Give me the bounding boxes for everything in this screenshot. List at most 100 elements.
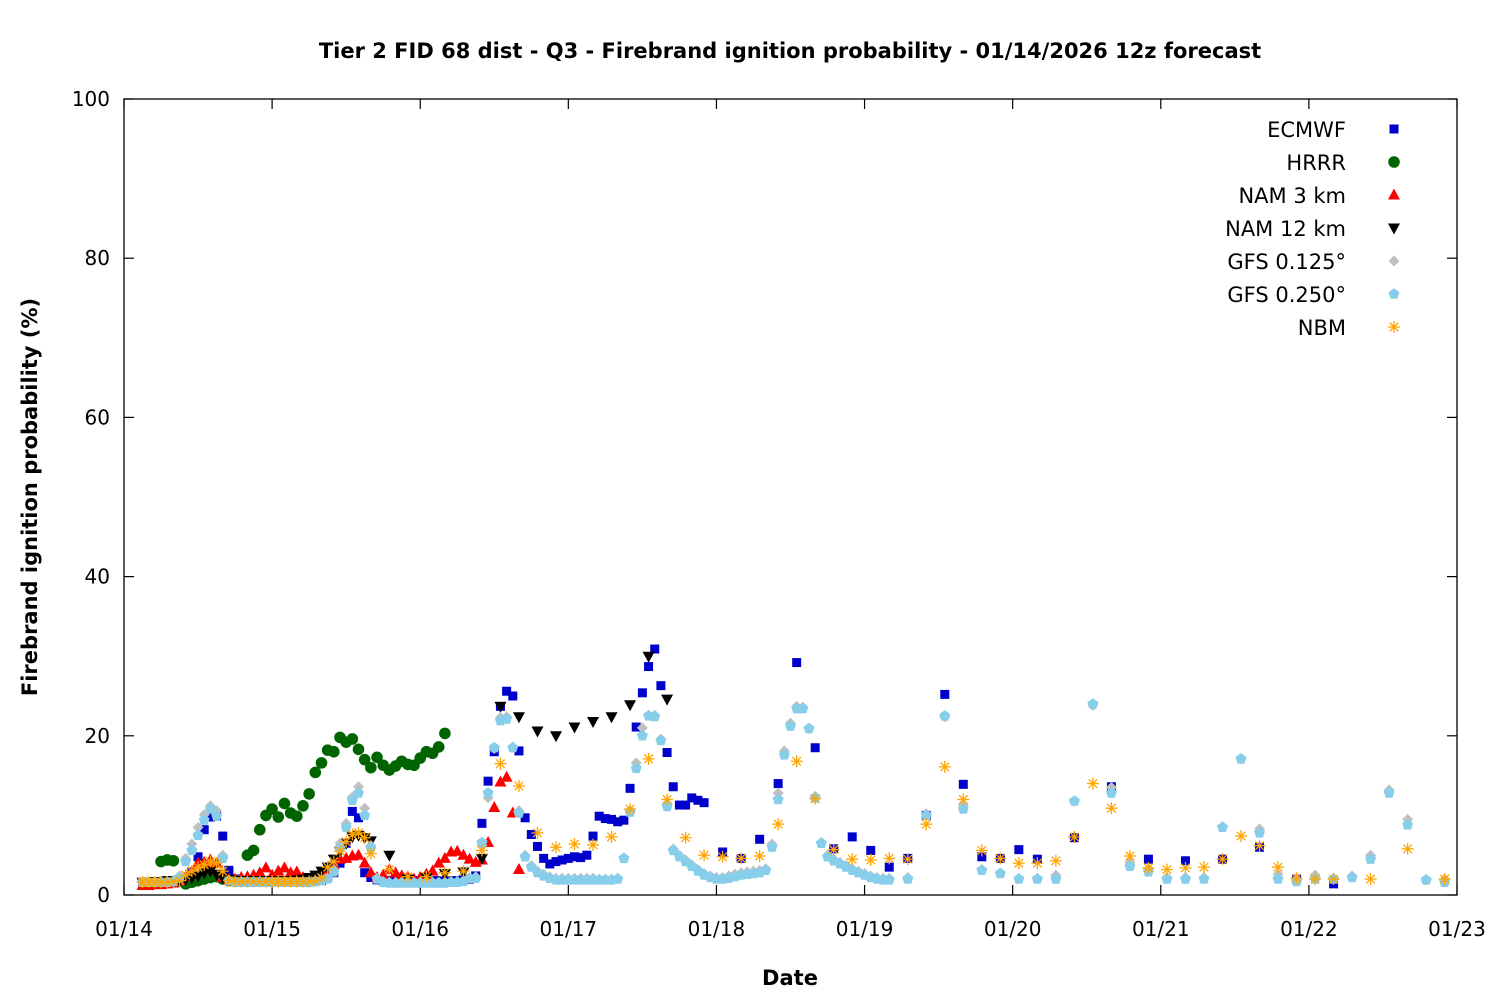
data-point <box>371 751 383 764</box>
y-tick-label: 20 <box>85 724 110 748</box>
data-point <box>488 800 501 812</box>
data-point <box>790 755 803 768</box>
data-point <box>352 826 365 839</box>
data-point <box>253 866 266 878</box>
data-point <box>582 850 592 860</box>
data-point <box>198 858 211 871</box>
data-point <box>661 800 673 812</box>
y-tick-label: 40 <box>85 565 110 589</box>
data-point <box>866 845 876 855</box>
data-point <box>1050 873 1062 884</box>
data-point <box>755 834 765 844</box>
data-point <box>347 806 357 816</box>
data-point <box>259 861 272 873</box>
data-point <box>624 803 637 816</box>
data-point <box>600 814 610 824</box>
data-point <box>687 793 697 803</box>
data-point <box>667 844 679 856</box>
data-point <box>587 838 600 851</box>
data-point <box>514 746 524 756</box>
series-hrrr <box>155 727 451 890</box>
data-point <box>354 813 364 823</box>
data-point <box>568 722 581 734</box>
data-point <box>432 856 445 868</box>
x-tick-label: 01/17 <box>540 917 598 941</box>
legend-marker <box>1389 124 1399 134</box>
data-point <box>315 871 328 884</box>
data-point <box>383 863 396 876</box>
data-point <box>532 841 542 851</box>
data-point <box>1068 795 1080 806</box>
data-point <box>644 662 654 672</box>
data-point <box>253 823 266 836</box>
data-point <box>661 694 674 706</box>
data-point <box>570 852 580 862</box>
data-point <box>1180 856 1190 866</box>
data-point <box>180 855 192 867</box>
data-point <box>309 766 322 779</box>
data-point <box>1420 874 1432 885</box>
legend-label: GFS 0.250° <box>1227 283 1346 307</box>
data-point <box>1105 787 1117 798</box>
data-point <box>631 722 641 732</box>
data-point <box>716 850 729 863</box>
data-point <box>545 859 555 869</box>
data-point <box>1198 873 1210 884</box>
data-point <box>457 848 470 860</box>
legend-label: ECMWF <box>1267 118 1346 142</box>
data-point <box>359 809 371 821</box>
data-point <box>625 783 635 793</box>
data-point <box>494 757 507 770</box>
data-point <box>940 689 950 699</box>
data-point <box>1179 873 1191 884</box>
chart-title: Tier 2 FID 68 dist - Q3 - Firebrand igni… <box>319 39 1261 63</box>
data-point <box>328 866 340 877</box>
data-point <box>438 851 451 863</box>
data-point <box>1087 698 1099 709</box>
data-point <box>785 720 796 731</box>
data-point <box>619 815 629 825</box>
data-point <box>366 872 376 882</box>
y-axis-label: Firebrand ignition probability (%) <box>18 298 42 696</box>
data-point <box>1383 787 1395 798</box>
data-point <box>668 782 678 792</box>
data-point <box>939 710 951 721</box>
data-point <box>864 853 877 866</box>
data-point <box>637 688 647 698</box>
data-point <box>636 722 648 734</box>
data-point <box>624 700 637 712</box>
series-nbm <box>136 752 1451 889</box>
data-point <box>613 817 623 827</box>
legend-marker <box>1388 223 1400 235</box>
data-point <box>994 867 1006 879</box>
data-point <box>364 866 377 878</box>
data-point <box>679 831 692 844</box>
data-point <box>778 749 790 760</box>
data-point <box>810 743 820 753</box>
data-point <box>1327 873 1340 886</box>
data-point <box>1290 872 1303 885</box>
data-point <box>526 830 536 840</box>
x-tick-label: 01/19 <box>836 917 894 941</box>
data-point <box>247 844 260 857</box>
data-point <box>958 779 968 789</box>
data-point <box>605 712 618 724</box>
x-tick-label: 01/22 <box>1280 917 1338 941</box>
data-point <box>290 810 303 822</box>
data-point <box>1031 873 1043 884</box>
data-point <box>1105 802 1118 815</box>
data-point <box>204 803 216 814</box>
x-tick-label: 01/23 <box>1428 917 1486 941</box>
data-point <box>494 701 507 713</box>
data-point <box>1253 839 1266 852</box>
data-point <box>1235 830 1248 843</box>
data-point <box>605 830 618 843</box>
data-point <box>218 831 228 841</box>
data-point <box>204 866 217 878</box>
data-point <box>655 734 667 746</box>
legend: ECMWF HRRR NAM 3 km NAM 12 km GFS 0.125° GFS … <box>1225 118 1400 340</box>
data-point <box>587 716 600 728</box>
data-point <box>735 852 748 865</box>
data-point <box>278 797 291 810</box>
